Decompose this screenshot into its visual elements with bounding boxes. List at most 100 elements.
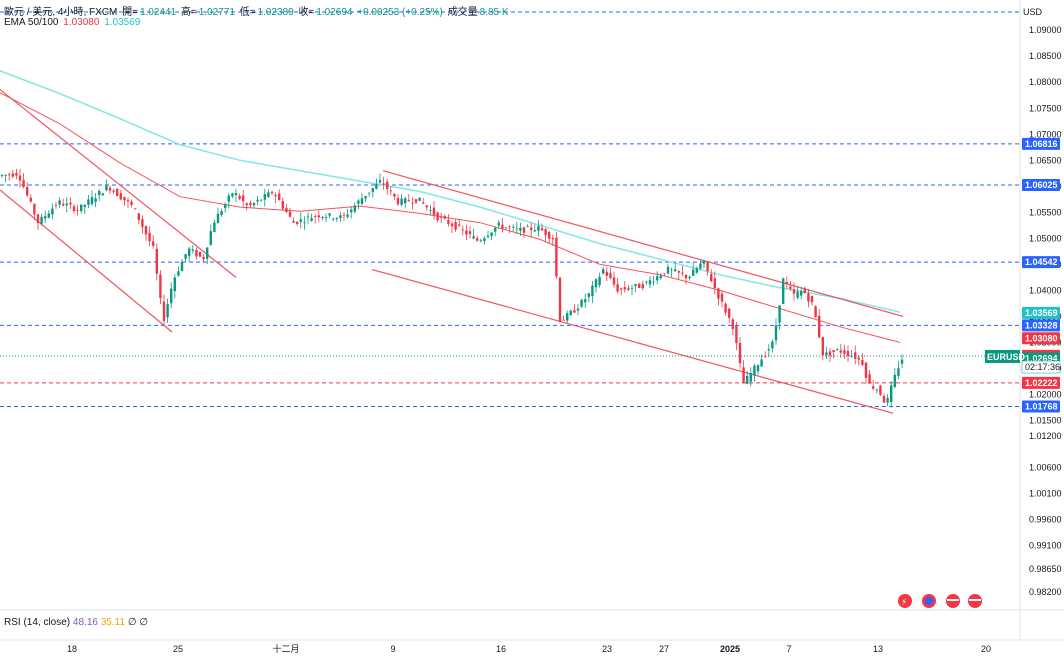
change-value: +0.00253 (+0.25%)	[357, 7, 443, 18]
candle	[526, 224, 529, 228]
candle	[461, 225, 464, 236]
ema-legend[interactable]: EMA 50/100 1.03080 1.03569	[4, 17, 142, 28]
candle	[458, 219, 461, 228]
candle	[861, 353, 864, 367]
x-tick-label: 2025	[720, 644, 740, 654]
candle	[508, 225, 511, 234]
candles	[0, 168, 904, 408]
price-tag-label: 1.02694	[1025, 353, 1058, 363]
candle	[677, 270, 680, 280]
candle	[638, 282, 641, 289]
candle	[306, 212, 310, 224]
candle	[108, 185, 112, 195]
candle	[51, 203, 54, 220]
candle	[44, 210, 47, 224]
candle	[728, 307, 731, 324]
candle	[789, 281, 792, 291]
candle	[699, 259, 702, 270]
candle	[465, 224, 468, 241]
candle	[303, 216, 306, 230]
candle	[681, 265, 684, 277]
x-tick-label: 23	[602, 644, 612, 654]
candle	[346, 208, 349, 219]
y-tick-label: 1.08500	[1029, 51, 1062, 61]
candle	[562, 315, 565, 321]
candle	[364, 195, 367, 202]
candle	[317, 210, 320, 223]
open-value: 1.02441	[139, 7, 177, 18]
trendline[interactable]	[382, 170, 904, 317]
candle	[504, 226, 508, 229]
event-flags[interactable]: ⚡	[898, 594, 982, 608]
low-label: 低=	[239, 7, 256, 18]
candle	[854, 345, 857, 365]
candle	[148, 226, 151, 247]
price-tag: 1.03328	[1022, 319, 1060, 332]
trendline[interactable]	[371, 268, 894, 414]
candle	[227, 192, 230, 209]
candle	[33, 203, 36, 221]
candle	[544, 228, 547, 242]
symbol-header: 歐元 / 美元, 4小時, FXCM 開= 1.02441 高= 1.02771 低…	[4, 3, 511, 18]
y-tick-label: 1.09000	[1029, 25, 1062, 35]
candle	[285, 203, 288, 214]
candle	[814, 305, 817, 318]
trendline[interactable]	[0, 189, 173, 333]
close-label: 收=	[298, 7, 315, 18]
ema50-path	[0, 92, 901, 343]
candle	[468, 226, 472, 239]
ema50-line	[0, 92, 901, 343]
candle	[584, 293, 587, 308]
y-tick-label: 1.00600	[1029, 462, 1062, 472]
candle	[375, 178, 378, 190]
y-tick-label: 1.05000	[1029, 233, 1062, 243]
candle	[591, 280, 594, 304]
candle	[404, 196, 407, 209]
candle	[396, 194, 400, 206]
candle	[202, 254, 205, 263]
symbol-name[interactable]: 歐元 / 美元, 4小時, FXCM	[4, 7, 118, 18]
candle	[94, 193, 97, 208]
candle	[429, 204, 432, 216]
candle	[335, 217, 338, 222]
trendline[interactable]	[0, 89, 237, 278]
candle	[656, 271, 659, 285]
candle	[548, 230, 551, 244]
candle	[522, 226, 526, 238]
candle	[774, 318, 778, 345]
candle	[742, 360, 745, 384]
candle	[231, 192, 234, 199]
candle	[26, 182, 29, 198]
candle	[828, 347, 832, 363]
price-tag: 1.02222	[1022, 376, 1060, 389]
candle	[476, 235, 479, 242]
price-tag-label: 1.03080	[1025, 333, 1058, 343]
candle	[616, 278, 619, 294]
countdown-label: 02:17:36	[1025, 362, 1060, 372]
currency-label[interactable]: USD	[1022, 7, 1042, 17]
y-tick-label: 1.01500	[1029, 415, 1062, 425]
time-axis[interactable]: 18 25 十二月 9 16 23 27 2025 7 13 20	[67, 643, 991, 654]
candle	[425, 204, 428, 211]
candle	[310, 213, 313, 222]
candle	[602, 267, 605, 275]
candle	[58, 197, 61, 208]
candle	[767, 344, 770, 358]
candle	[645, 280, 648, 285]
candle	[234, 188, 238, 203]
candle	[342, 212, 346, 222]
candle	[119, 190, 122, 201]
candle	[796, 286, 799, 300]
y-tick-label: 1.05500	[1029, 207, 1062, 217]
y-tick-label: 1.04000	[1029, 285, 1062, 295]
candle	[418, 197, 421, 202]
price-tag-label: 1.01768	[1025, 402, 1058, 412]
candle	[598, 272, 601, 288]
candle	[749, 367, 752, 387]
candle	[800, 287, 803, 300]
candle	[252, 202, 256, 209]
candle	[267, 189, 270, 198]
y-tick-label: 0.99100	[1029, 540, 1062, 550]
rsi-legend[interactable]: RSI (14, close) 48.16 35.11 ∅ ∅	[4, 617, 148, 628]
